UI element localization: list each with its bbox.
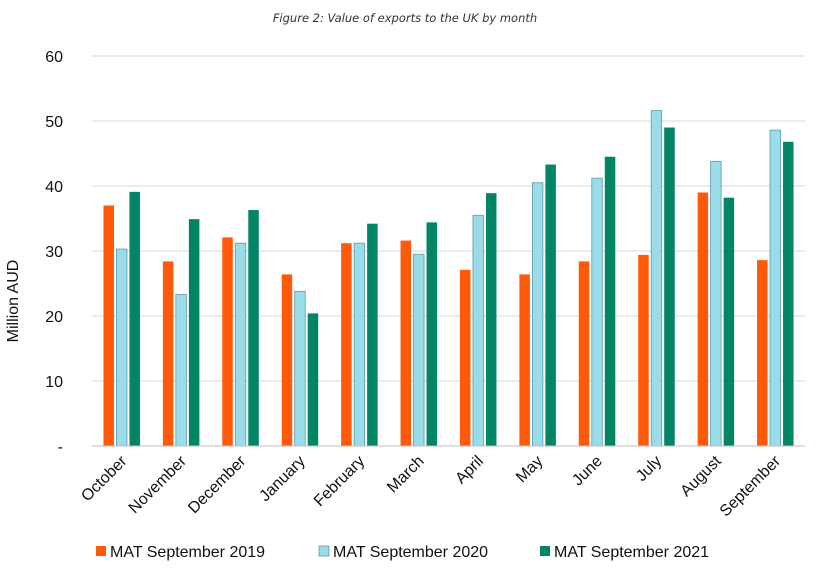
- bar-october-series-2: [116, 248, 128, 447]
- bar-march-series-1: [400, 240, 412, 446]
- x-tick-label: June: [569, 453, 606, 490]
- bar-august-series-2: [710, 160, 722, 447]
- x-tick-label: August: [677, 452, 725, 500]
- bar-october-series-1: [103, 205, 114, 446]
- y-tick-label: 50: [45, 114, 63, 131]
- bar-january-series-1: [281, 274, 293, 446]
- bar-september-series-2: [769, 129, 781, 447]
- bar-may-series-2: [531, 182, 544, 447]
- gridlines: [92, 55, 805, 382]
- bar-february-series-2: [353, 242, 366, 447]
- x-tick-label: May: [513, 453, 546, 486]
- x-tick-label: March: [384, 453, 427, 496]
- x-tick-label: July: [633, 453, 665, 485]
- bar-april-series-1: [459, 269, 471, 446]
- y-tick-label: 30: [45, 244, 63, 261]
- bar-february-series-1: [341, 243, 352, 446]
- legend-swatch: [96, 546, 106, 556]
- bar-may-series-3: [545, 164, 556, 447]
- y-tick-label: 40: [45, 179, 63, 196]
- bar-july-series-1: [638, 254, 649, 446]
- y-tick-label: 60: [45, 49, 63, 66]
- y-axis-title: Million AUD: [5, 260, 22, 343]
- legend-swatch: [318, 545, 330, 557]
- bar-march-series-3: [426, 222, 438, 446]
- bar-january-series-3: [307, 313, 319, 446]
- chart-title: Figure 2: Value of exports to the UK by …: [273, 11, 537, 25]
- x-tick-label: February: [311, 453, 368, 510]
- bar-october-series-3: [129, 191, 140, 446]
- bar-december-series-3: [248, 210, 259, 446]
- bars: [103, 110, 794, 447]
- bar-november-series-2: [175, 294, 187, 447]
- y-tick-label: -: [58, 439, 63, 456]
- bar-april-series-2: [472, 214, 484, 447]
- x-tick-label: January: [257, 453, 309, 505]
- legend: MAT September 2019 MAT September 2020 MAT …: [96, 544, 709, 561]
- bar-august-series-3: [723, 197, 735, 446]
- bar-september-series-3: [783, 141, 794, 447]
- legend-label: MAT September 2021: [554, 544, 709, 561]
- bar-june-series-2: [591, 177, 603, 447]
- x-tick-label: December: [185, 452, 250, 517]
- bar-march-series-2: [413, 253, 425, 447]
- y-axis-ticks: - 10 20 30 40 50 60: [45, 49, 63, 456]
- bar-july-series-3: [664, 127, 675, 446]
- bar-august-series-1: [697, 192, 709, 446]
- bar-june-series-1: [578, 261, 590, 446]
- y-tick-label: 10: [45, 374, 63, 391]
- bar-february-series-3: [367, 223, 378, 446]
- legend-swatch: [540, 546, 550, 556]
- bar-september-series-1: [757, 260, 768, 446]
- bar-june-series-3: [604, 156, 616, 446]
- bar-december-series-2: [234, 242, 247, 447]
- bar-january-series-2: [294, 290, 306, 447]
- legend-label: MAT September 2019: [110, 544, 265, 561]
- x-tick-label: October: [78, 452, 131, 505]
- bar-may-series-1: [519, 274, 530, 446]
- y-tick-label: 20: [45, 309, 63, 326]
- bar-april-series-3: [485, 193, 497, 446]
- x-tick-label: April: [452, 453, 487, 488]
- bar-december-series-1: [222, 237, 233, 446]
- bar-november-series-1: [162, 261, 174, 446]
- bar-july-series-2: [650, 110, 663, 447]
- x-tick-label: November: [126, 452, 191, 517]
- x-tick-label: September: [717, 452, 785, 520]
- legend-label: MAT September 2020: [333, 544, 488, 561]
- bar-november-series-3: [188, 219, 200, 446]
